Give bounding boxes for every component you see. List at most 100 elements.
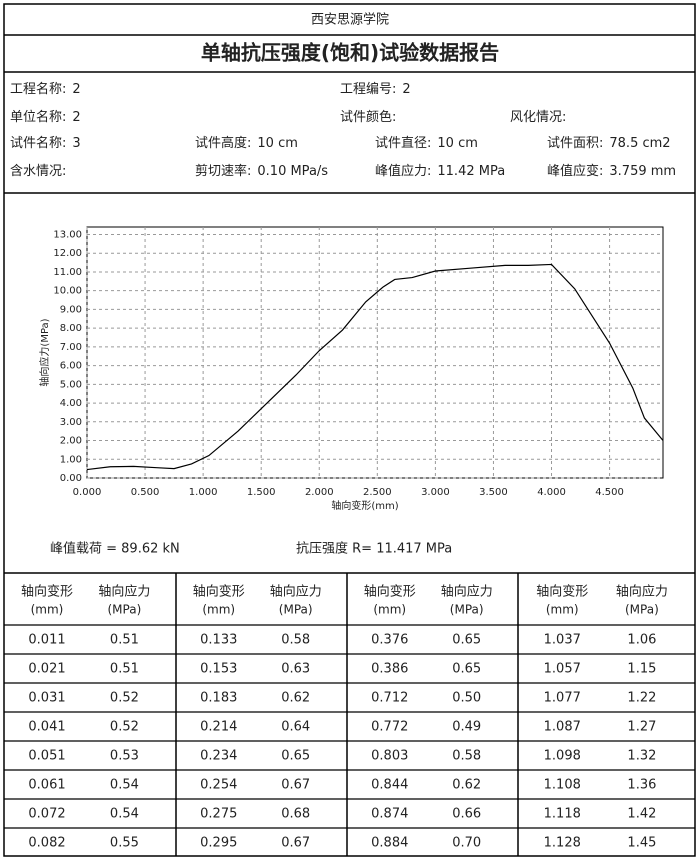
x-tick-label: 3.000 xyxy=(421,487,450,498)
table-cell: 0.49 xyxy=(452,720,481,735)
table-cell: 0.072 xyxy=(28,807,65,822)
table-cell: 0.52 xyxy=(110,691,139,706)
y-tick-label: 13.00 xyxy=(53,229,82,240)
title: 单轴抗压强度(饱和)试验数据报告 xyxy=(201,41,499,65)
x-tick-label: 4.500 xyxy=(595,487,624,498)
table-cell: 1.128 xyxy=(544,836,581,851)
table-header: 轴向变形 xyxy=(193,584,245,600)
info-value: 78.5 cm2 xyxy=(609,136,670,151)
table-header: (mm) xyxy=(373,603,406,617)
info-label: 试件名称: xyxy=(10,135,66,151)
table-cell: 1.037 xyxy=(544,633,581,648)
info-label: 剪切速率: xyxy=(195,163,251,179)
info-label: 试件颜色: xyxy=(340,109,396,125)
table-cell: 0.64 xyxy=(281,720,310,735)
x-tick-label: 0.000 xyxy=(73,487,102,498)
table-header: (MPa) xyxy=(279,603,313,617)
info-label: 峰值应力: xyxy=(375,163,431,179)
table-cell: 0.52 xyxy=(110,720,139,735)
table-cell: 0.295 xyxy=(200,836,237,851)
y-tick-label: 5.00 xyxy=(60,379,82,390)
table-cell: 0.153 xyxy=(200,662,237,677)
info-field: 试件面积: 78.5 cm2 xyxy=(547,136,671,151)
y-tick-label: 2.00 xyxy=(60,436,82,447)
table-cell: 0.53 xyxy=(110,749,139,764)
table-cell: 1.057 xyxy=(544,662,581,677)
info-field: 峰值应变: 3.759 mm xyxy=(547,163,676,179)
table-cell: 0.55 xyxy=(110,836,139,851)
table-cell: 0.62 xyxy=(281,691,310,706)
table-cell: 1.42 xyxy=(627,807,656,822)
info-field: 单位名称: 2 xyxy=(10,109,81,125)
table-cell: 0.51 xyxy=(110,633,139,648)
info-value: 10 cm xyxy=(257,136,298,151)
table-cell: 0.031 xyxy=(28,691,65,706)
info-label: 试件面积: xyxy=(547,136,603,151)
table-cell: 0.67 xyxy=(281,778,310,793)
table-cell: 0.082 xyxy=(28,836,65,851)
result: 峰值载荷 = 89.62 kN xyxy=(50,541,180,557)
table-header: (MPa) xyxy=(108,603,142,617)
table-cell: 1.45 xyxy=(627,836,656,851)
info-field: 试件直径: 10 cm xyxy=(375,136,478,151)
info-value: 11.42 MPa xyxy=(437,164,505,179)
table-cell: 0.58 xyxy=(281,633,310,648)
info-value: 3 xyxy=(72,136,80,151)
x-tick-label: 1.000 xyxy=(189,487,218,498)
table-cell: 1.087 xyxy=(544,720,581,735)
info-value: 2 xyxy=(72,110,80,125)
x-tick-label: 2.500 xyxy=(363,487,392,498)
table-header: (mm) xyxy=(202,603,235,617)
table-cell: 0.133 xyxy=(200,633,237,648)
info-label: 含水情况: xyxy=(10,163,66,179)
table-cell: 0.65 xyxy=(281,749,310,764)
table-header: (MPa) xyxy=(625,603,659,617)
table-cell: 0.051 xyxy=(28,749,65,764)
info-field: 风化情况: xyxy=(510,110,566,125)
table-cell: 0.021 xyxy=(28,662,65,677)
table-cell: 0.803 xyxy=(371,749,408,764)
table-cell: 0.54 xyxy=(110,778,139,793)
info-label: 工程名称: xyxy=(10,81,66,97)
info-label: 峰值应变: xyxy=(547,163,603,179)
info-label: 试件直径: xyxy=(375,136,431,151)
table-cell: 0.65 xyxy=(452,633,481,648)
table-header: 轴向应力 xyxy=(270,584,322,600)
info-field: 工程名称: 2 xyxy=(10,81,81,97)
table-cell: 0.54 xyxy=(110,807,139,822)
table-header: (mm) xyxy=(546,603,579,617)
table-cell: 0.884 xyxy=(371,836,408,851)
table-cell: 0.65 xyxy=(452,662,481,677)
table-header: (mm) xyxy=(31,603,64,617)
x-tick-label: 0.500 xyxy=(131,487,160,498)
info-label: 单位名称: xyxy=(10,109,66,125)
info-field: 峰值应力: 11.42 MPa xyxy=(375,163,505,179)
info-value: 3.759 mm xyxy=(609,164,676,179)
data-line xyxy=(86,263,664,471)
y-tick-label: 7.00 xyxy=(60,342,82,353)
table-header: 轴向应力 xyxy=(98,584,150,600)
result: 抗压强度 R= 11.417 MPa xyxy=(296,541,452,557)
table-cell: 0.50 xyxy=(452,691,481,706)
info-value: 10 cm xyxy=(437,136,478,151)
table-cell: 1.108 xyxy=(544,778,581,793)
info-value: 2 xyxy=(72,82,80,97)
table-header: 轴向应力 xyxy=(441,584,493,600)
border xyxy=(3,3,696,857)
table-cell: 0.254 xyxy=(200,778,237,793)
table-cell: 1.27 xyxy=(627,720,656,735)
table-cell: 1.32 xyxy=(627,749,656,764)
info-field: 试件名称: 3 xyxy=(10,135,81,151)
table-cell: 1.06 xyxy=(627,633,656,648)
table-cell: 0.376 xyxy=(371,633,408,648)
table-cell: 0.874 xyxy=(371,807,408,822)
table-cell: 0.183 xyxy=(200,691,237,706)
table-header: 轴向应力 xyxy=(616,584,668,600)
x-tick-label: 4.000 xyxy=(537,487,566,498)
table-cell: 0.66 xyxy=(452,807,481,822)
y-tick-label: 3.00 xyxy=(60,417,82,428)
table-cell: 0.275 xyxy=(200,807,237,822)
y-tick-label: 11.00 xyxy=(53,267,82,278)
y-tick-label: 0.00 xyxy=(60,473,82,484)
info-label: 试件高度: xyxy=(195,135,251,151)
